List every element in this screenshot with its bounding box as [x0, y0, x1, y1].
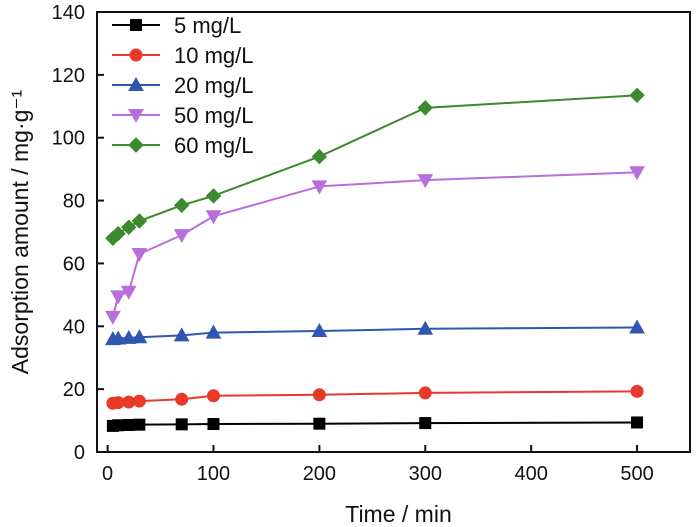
data-point-50-mg-l: [417, 174, 434, 189]
data-point-20-mg-l: [120, 329, 137, 344]
y-axis: 0 20 40 60 80 100 120 140: [52, 2, 104, 464]
data-point-20-mg-l: [131, 329, 148, 344]
data-point-5-mg-l: [313, 417, 326, 430]
data-point-10-mg-l: [206, 389, 220, 403]
legend-label: 5 mg/L: [174, 13, 241, 38]
data-point-60-mg-l: [110, 225, 126, 242]
legend-label: 20 mg/L: [174, 73, 254, 98]
data-point-50-mg-l: [629, 166, 645, 181]
data-point-5-mg-l: [133, 418, 146, 431]
series-60-mg-l: [105, 87, 645, 246]
data-point-60-mg-l: [121, 219, 137, 235]
series-20-mg-l: [105, 319, 645, 346]
series-50-mg-l: [105, 166, 645, 325]
data-point-10-mg-l: [630, 384, 644, 398]
data-point-10-mg-l: [132, 394, 146, 408]
legend-item: 50 mg/L: [112, 103, 254, 128]
legend-marker: [128, 76, 144, 91]
y-tick-label: 100: [52, 128, 85, 150]
data-point-10-mg-l: [175, 392, 189, 406]
data-point-10-mg-l: [312, 388, 326, 402]
y-tick-label: 20: [63, 379, 85, 401]
data-point-60-mg-l: [174, 197, 190, 213]
legend-item: 60 mg/L: [112, 133, 254, 158]
data-point-5-mg-l: [122, 418, 135, 431]
legend-item: 20 mg/L: [112, 73, 254, 98]
data-point-60-mg-l: [417, 100, 433, 116]
y-axis-label: Adsorption amount / mg·g⁻¹: [7, 89, 33, 374]
x-axis: 0 100 200 300 400 500: [102, 445, 654, 485]
y-tick-label: 60: [63, 253, 85, 275]
data-point-20-mg-l: [205, 324, 222, 339]
data-point-50-mg-l: [311, 180, 328, 195]
x-tick-label: 0: [102, 463, 113, 485]
x-tick-label: 100: [197, 463, 230, 485]
legend-label: 60 mg/L: [174, 133, 254, 158]
y-tick-label: 120: [52, 65, 85, 87]
legend-label: 10 mg/L: [174, 43, 254, 68]
data-point-50-mg-l: [173, 229, 190, 244]
data-point-5-mg-l: [419, 417, 432, 430]
data-point-60-mg-l: [311, 148, 328, 165]
data-point-50-mg-l: [120, 285, 137, 300]
data-point-5-mg-l: [207, 418, 220, 431]
x-tick-label: 200: [303, 463, 336, 485]
x-axis-label: Time / min: [345, 501, 452, 527]
legend-marker: [130, 19, 142, 31]
data-point-5-mg-l: [175, 418, 188, 431]
y-tick-label: 80: [63, 191, 85, 213]
data-point-5-mg-l: [112, 419, 125, 432]
legend-marker: [128, 137, 144, 153]
y-tick-label: 0: [74, 442, 85, 464]
plot-frame: [96, 11, 691, 453]
data-point-60-mg-l: [205, 188, 222, 204]
series-10-mg-l: [106, 384, 644, 410]
data-point-20-mg-l: [417, 320, 434, 335]
data-point-5-mg-l: [631, 416, 644, 429]
x-tick-label: 500: [620, 463, 653, 485]
data-point-50-mg-l: [110, 290, 127, 305]
x-tick-label: 400: [514, 463, 547, 485]
data-point-60-mg-l: [131, 213, 148, 229]
data-point-20-mg-l: [110, 330, 127, 345]
legend-item: 5 mg/L: [112, 13, 241, 38]
y-tick-label: 140: [52, 2, 85, 24]
legend-label: 50 mg/L: [174, 103, 254, 128]
data-point-50-mg-l: [205, 210, 222, 225]
data-point-50-mg-l: [131, 248, 148, 263]
data-point-20-mg-l: [629, 319, 645, 334]
plot-border: [96, 11, 691, 453]
legend-item: 10 mg/L: [112, 43, 254, 68]
data-point-20-mg-l: [173, 327, 190, 342]
legend-marker: [128, 109, 144, 124]
y-tick-label: 40: [63, 316, 85, 338]
x-tick-label: 300: [409, 463, 442, 485]
data-point-60-mg-l: [629, 87, 645, 103]
legend: 5 mg/L 10 mg/L 20 mg/L 50 mg/L 60 mg/L: [112, 13, 254, 158]
legend-marker: [129, 48, 143, 62]
data-point-50-mg-l: [105, 310, 121, 325]
series-layer: [105, 87, 645, 432]
data-point-20-mg-l: [311, 322, 328, 337]
series-5-mg-l: [106, 416, 644, 432]
data-point-10-mg-l: [418, 386, 432, 400]
